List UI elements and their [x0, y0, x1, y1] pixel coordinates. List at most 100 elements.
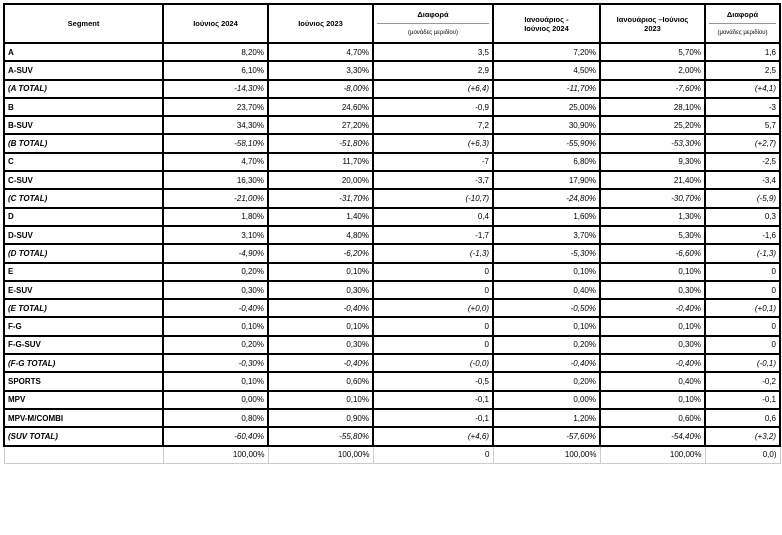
cell-jun2024: 0,30% — [162, 279, 269, 301]
cell-jun2023: -51,80% — [267, 133, 374, 154]
cell-diff: -0,1 — [372, 389, 494, 410]
table-row: F-G-SUV 0,20% 0,30% 0 0,20% 0,30% 0 — [3, 334, 781, 356]
cell-jun2024: 0,20% — [162, 334, 269, 356]
cell-ytd2023: -0,40% — [599, 298, 706, 319]
cell-diff: 3,5 — [372, 41, 494, 63]
cell-ytd2024: 3,70% — [492, 224, 601, 246]
cell-ytd2023: -30,70% — [599, 188, 706, 209]
cell-ytd2023: 0,60% — [599, 407, 706, 429]
cell-diff2: (-0,1) — [704, 353, 781, 374]
cell-jun2023: -6,20% — [267, 243, 374, 264]
cell-diff: 0 — [372, 334, 494, 356]
header-ytd-2024: Ιανουάριος - Ιούνιος 2024 — [492, 3, 601, 44]
subtotal-row: (F-G TOTAL) -0,30% -0,40% (-0,0) -0,40% -0,40… — [3, 353, 781, 374]
cell-ytd2024: -24,80% — [492, 188, 601, 209]
cell-diff2: (+3,2) — [704, 426, 781, 447]
cell-diff: -1,7 — [372, 224, 494, 246]
cell-jun2024: 16,30% — [162, 170, 269, 191]
cell-diff2: 0,3 — [704, 206, 781, 227]
cell-diff: (+6,4) — [372, 78, 494, 99]
cell-ytd2024: 0,20% — [492, 334, 601, 356]
cell-jun2024: 23,70% — [162, 96, 269, 118]
cell-segment: F-G-SUV — [3, 334, 164, 356]
cell-jun2023: 0,10% — [267, 389, 374, 410]
cell-jun2023: -0,40% — [267, 298, 374, 319]
cell-ytd2023: -0,40% — [599, 353, 706, 374]
cell-diff: (-0,0) — [372, 353, 494, 374]
cell-jun2023: 24,60% — [267, 96, 374, 118]
cell-diff2: 0,6 — [704, 407, 781, 429]
cell-segment: B — [3, 96, 164, 118]
cell-jun2024: 1,80% — [162, 206, 269, 227]
cell-diff: 0 — [372, 279, 494, 301]
cell-segment: E-SUV — [3, 279, 164, 301]
cell-jun2024: 6,10% — [162, 60, 269, 81]
cell-segment: (F-G TOTAL) — [3, 353, 164, 374]
cell-ytd2023: 0,30% — [599, 334, 706, 356]
cell-diff2: 0,0) — [704, 445, 781, 464]
cell-segment: D — [3, 206, 164, 227]
cell-ytd2023: 0,10% — [599, 389, 706, 410]
cell-jun2024: -0,40% — [162, 298, 269, 319]
table-row: D 1,80% 1,40% 0,4 1,60% 1,30% 0,3 — [3, 206, 781, 227]
cell-diff2: -0,2 — [704, 371, 781, 392]
cell-jun2024: 4,70% — [162, 151, 269, 173]
cell-segment: B-SUV — [3, 115, 164, 136]
cell-diff: (-1,3) — [372, 243, 494, 264]
cell-diff: (+0,0) — [372, 298, 494, 319]
cell-ytd2024: 0,10% — [492, 316, 601, 337]
header-difference-ytd: Διαφορά (μονάδες μεριδίου) — [704, 3, 781, 44]
table-row: A-SUV 6,10% 3,30% 2,9 4,50% 2,00% 2,5 — [3, 60, 781, 81]
subtotal-row: (SUV TOTAL) -60,40% -55,80% (+4,6) -57,60% -5… — [3, 426, 781, 447]
table-row: C 4,70% 11,70% -7 6,80% 9,30% -2,5 — [3, 151, 781, 173]
header-june-2024: Ιούνιος 2024 — [162, 3, 269, 44]
cell-segment: (C TOTAL) — [3, 188, 164, 209]
cell-segment: (D TOTAL) — [3, 243, 164, 264]
cell-ytd2023: 100,00% — [599, 445, 706, 464]
cell-diff: (+6,3) — [372, 133, 494, 154]
cell-ytd2023: 2,00% — [599, 60, 706, 81]
cell-ytd2024: 30,90% — [492, 115, 601, 136]
header-difference-title: Διαφορά — [377, 6, 489, 24]
cell-diff: -7 — [372, 151, 494, 173]
cell-jun2023: -31,70% — [267, 188, 374, 209]
table-row: D-SUV 3,10% 4,80% -1,7 3,70% 5,30% -1,6 — [3, 224, 781, 246]
cell-diff2: -1,6 — [704, 224, 781, 246]
table-row: C-SUV 16,30% 20,00% -3,7 17,90% 21,40% -3,4 — [3, 170, 781, 191]
cell-diff: -0,1 — [372, 407, 494, 429]
cell-diff2: -3 — [704, 96, 781, 118]
cell-diff: 7,2 — [372, 115, 494, 136]
cell-segment: MPV — [3, 389, 164, 410]
cell-segment: (B TOTAL) — [3, 133, 164, 154]
cell-diff2: (+4,1) — [704, 78, 781, 99]
cell-segment: A-SUV — [3, 60, 164, 81]
cell-jun2023: 4,80% — [267, 224, 374, 246]
cell-ytd2024: -55,90% — [492, 133, 601, 154]
cell-diff2: (-5,9) — [704, 188, 781, 209]
cell-diff2: 5,7 — [704, 115, 781, 136]
cell-ytd2023: 0,30% — [599, 279, 706, 301]
cell-ytd2024: 100,00% — [492, 445, 601, 464]
table-row: A 8,20% 4,70% 3,5 7,20% 5,70% 1,6 — [3, 41, 781, 63]
cell-ytd2024: -11,70% — [492, 78, 601, 99]
cell-jun2024: 0,00% — [162, 389, 269, 410]
cell-diff: -3,7 — [372, 170, 494, 191]
cell-ytd2024: 25,00% — [492, 96, 601, 118]
table-row: F-G 0,10% 0,10% 0 0,10% 0,10% 0 — [3, 316, 781, 337]
cell-jun2023: 27,20% — [267, 115, 374, 136]
cell-jun2024: 3,10% — [162, 224, 269, 246]
cell-segment: C — [3, 151, 164, 173]
cell-diff2: 0 — [704, 316, 781, 337]
cell-ytd2024: -0,50% — [492, 298, 601, 319]
cell-segment: (E TOTAL) — [3, 298, 164, 319]
cell-jun2023: 4,70% — [267, 41, 374, 63]
cell-diff: 0,4 — [372, 206, 494, 227]
cell-ytd2024: 7,20% — [492, 41, 601, 63]
cell-diff2: 0 — [704, 261, 781, 282]
subtotal-row: (A TOTAL) -14,30% -8,00% (+6,4) -11,70% -7,60… — [3, 78, 781, 99]
cell-diff: 2,9 — [372, 60, 494, 81]
cell-ytd2023: 28,10% — [599, 96, 706, 118]
cell-jun2024: -14,30% — [162, 78, 269, 99]
cell-segment: (A TOTAL) — [3, 78, 164, 99]
table-row: MPV-M/COMBI 0,80% 0,90% -0,1 1,20% 0,60% 0,6 — [3, 407, 781, 429]
